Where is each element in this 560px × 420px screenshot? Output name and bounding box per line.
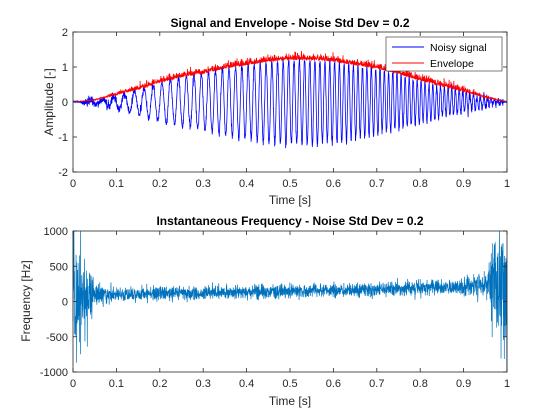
signal-plot-xtick-label: 0.5: [282, 178, 297, 190]
frequency-plot-ytick-label: 1000: [44, 226, 68, 238]
series-line-noisy-signal: [72, 57, 508, 149]
signal-plot-ytick-label: 1: [62, 62, 68, 74]
legend-label-noisy-signal: Noisy signal: [430, 42, 487, 54]
frequency-plot-ticks: 0 0.1 0.2 0.3 0.4 0.5 0.6 0.7 0.8 0.9 1 -1000 -500 0 5…: [40, 226, 510, 390]
signal-plot-xtick-label: 0.7: [369, 178, 384, 190]
frequency-plot-title: Instantaneous Frequency - Noise Std Dev …: [156, 214, 423, 228]
signal-plot-xtick-label: 0: [70, 178, 76, 190]
frequency-plot-area: [73, 231, 507, 372]
signal-plot-title: Signal and Envelope - Noise Std Dev = 0.…: [170, 16, 409, 30]
signal-plot-xtick-label: 0.2: [152, 178, 167, 190]
signal-plot-data: [72, 50, 508, 149]
legend-box: [385, 36, 503, 72]
signal-plot-xtick-label: 0.6: [326, 178, 341, 190]
signal-plot-ytick-label: 2: [62, 27, 68, 39]
signal-plot-ylabel: Amplitude [-]: [42, 68, 56, 135]
frequency-plot-xtick-label: 0.1: [109, 378, 124, 390]
signal-plot-ytick-label: -1: [58, 132, 68, 144]
signal-plot-ytick-label: 0: [62, 97, 68, 109]
frequency-plot-xtick-label: 0.6: [326, 378, 341, 390]
signal-plot-xtick-label: 0.9: [456, 178, 471, 190]
frequency-plot-xtick-label: 0.8: [413, 378, 428, 390]
frequency-plot-xtick-label: 0.5: [282, 378, 297, 390]
frequency-plot-xtick-label: 0.2: [152, 378, 167, 390]
frequency-plot-xlabel: Time [s]: [269, 394, 311, 408]
signal-plot-xtick-label: 0.8: [413, 178, 428, 190]
frequency-plot-data: [72, 230, 508, 373]
frequency-plot-xtick-label: 0.9: [456, 378, 471, 390]
instantaneous-frequency-plot: Instantaneous Frequency - Noise Std Dev …: [19, 214, 510, 408]
signal-envelope-plot: Signal and Envelope - Noise Std Dev = 0.…: [42, 16, 510, 207]
signal-plot-legend: Noisy signal Envelope: [385, 36, 503, 72]
signal-plot-ticks: 0 0.1 0.2 0.3 0.4 0.5 0.6 0.7 0.8 0.9 1 -2 -1 0 1 2: [58, 27, 510, 190]
signal-plot-xtick-label: 0.1: [109, 178, 124, 190]
frequency-plot-xtick-label: 0.4: [239, 378, 254, 390]
frequency-plot-ylabel: Frequency [Hz]: [19, 260, 33, 341]
signal-plot-xtick-label: 0.4: [239, 178, 254, 190]
signal-plot-xtick-label: 1: [504, 178, 510, 190]
frequency-plot-xtick-label: 0.7: [369, 378, 384, 390]
legend-label-envelope: Envelope: [430, 58, 474, 70]
frequency-plot-ytick-label: 0: [62, 297, 68, 309]
frequency-plot-xtick-label: 0: [70, 378, 76, 390]
frequency-plot-ytick-label: 500: [50, 261, 68, 273]
frequency-plot-xtick-label: 0.3: [196, 378, 211, 390]
series-line-instantaneous-frequency: [72, 230, 508, 373]
frequency-plot-ytick-label: -1000: [40, 367, 68, 379]
signal-plot-xtick-label: 0.3: [196, 178, 211, 190]
series-line-envelope: [72, 50, 508, 103]
signal-plot-ytick-label: -2: [58, 167, 68, 179]
signal-plot-xlabel: Time [s]: [269, 193, 311, 207]
frequency-plot-xtick-label: 1: [504, 378, 510, 390]
frequency-plot-ytick-label: -500: [46, 332, 68, 344]
